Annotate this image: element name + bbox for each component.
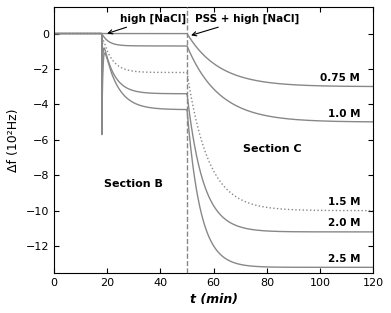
Text: 1.5 M: 1.5 M (328, 197, 360, 207)
Text: PSS + high [NaCl]: PSS + high [NaCl] (192, 13, 299, 36)
Text: high [NaCl]: high [NaCl] (108, 13, 187, 34)
Text: Section C: Section C (243, 144, 301, 154)
Text: 2.5 M: 2.5 M (328, 254, 360, 264)
Text: 1.0 M: 1.0 M (328, 109, 360, 119)
Text: 2.0 M: 2.0 M (328, 218, 360, 228)
X-axis label: t (min): t (min) (190, 293, 238, 306)
Text: Section B: Section B (104, 179, 163, 189)
Y-axis label: Δf (10²Hz): Δf (10²Hz) (7, 108, 20, 172)
Text: 0.75 M: 0.75 M (320, 73, 360, 83)
